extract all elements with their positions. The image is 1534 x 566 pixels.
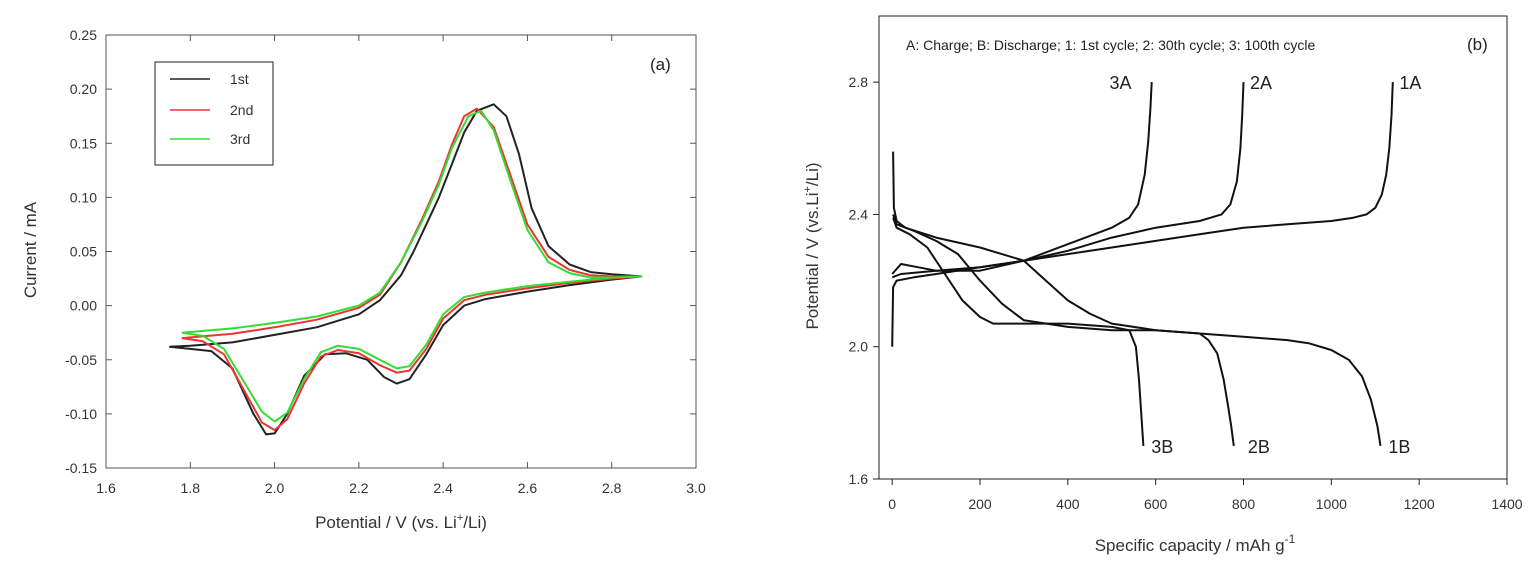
chart-a-y-tick-label: 0.15	[70, 135, 97, 151]
chart-b-y-tick-label: 2.4	[849, 206, 869, 222]
chart-a-x-tick-label: 3.0	[686, 480, 706, 496]
curve-label-3A: 3A	[1110, 73, 1132, 93]
series-line-3rd	[181, 109, 643, 423]
legend-label-2nd: 2nd	[230, 102, 253, 118]
series-line-3B	[892, 217, 1145, 446]
legend-label-3rd: 3rd	[230, 131, 250, 147]
chart-a-x-tick-label: 1.8	[181, 480, 201, 496]
chart-a-y-tick-label: 0.10	[70, 189, 97, 205]
chart-b-x-tick-label: 0	[888, 496, 896, 512]
chart-b-y-tick-label: 2.0	[849, 339, 869, 355]
chart-b-y-tick-label: 1.6	[849, 471, 869, 487]
chart-a-y-tick-label: 0.05	[70, 244, 97, 260]
series-line-3A	[891, 82, 1153, 275]
chart-a-x-tick-label: 1.6	[96, 480, 116, 496]
chart-a-y-tick-label: -0.15	[65, 460, 97, 476]
chart-a-x-tick-label: 2.4	[433, 480, 453, 496]
chart-b-y-axis-label: Potential / V (vs.Li+/Li)	[802, 162, 822, 329]
chart-a-y-tick-label: -0.05	[65, 352, 97, 368]
chart-a-legend-box	[154, 61, 274, 166]
curve-label-2A: 2A	[1250, 73, 1272, 93]
chart-b-x-tick-label: 200	[968, 496, 992, 512]
chart-a-y-tick-label: 0.20	[70, 81, 97, 97]
curve-label-1B: 1B	[1388, 437, 1410, 457]
chart-b-y-tick-label: 2.8	[849, 74, 869, 90]
chart-a-y-axis-label: Current / mA	[21, 201, 40, 298]
chart-a-x-tick-label: 2.0	[265, 480, 285, 496]
chart-a-legend: 1st 2nd 3rd	[154, 61, 274, 166]
chart-b-panel-label: (b)	[1467, 35, 1488, 54]
series-line-1A	[891, 82, 1394, 347]
chart-b-x-tick-label: 800	[1232, 496, 1256, 512]
chart-a: 1.6 1.8 2.0 2.2 2.4 2.6 2.8 3.0 -0.15 -0.10 -0.05 0…	[21, 27, 706, 532]
chart-a-x-tick-label: 2.2	[349, 480, 369, 496]
chart-a-x-tick-label: 2.6	[518, 480, 538, 496]
series-line-2B	[892, 214, 1235, 447]
chart-a-y-tick-label: 0.25	[70, 27, 97, 43]
chart-a-x-axis-label: Potential / V (vs. Li+/Li)	[315, 512, 487, 532]
chart-a-panel-label: (a)	[650, 55, 671, 74]
series-line-2A	[891, 82, 1245, 279]
chart-b-x-axis-label: Specific capacity / mAh g-1	[1095, 532, 1296, 555]
curve-label-1A: 1A	[1399, 73, 1421, 93]
chart-b-plot-frame	[878, 15, 1508, 480]
chart-b-x-tick-label: 1200	[1404, 496, 1435, 512]
legend-label-1st: 1st	[230, 71, 249, 87]
chart-b-x-tick-label: 600	[1144, 496, 1168, 512]
series-line-1B	[892, 151, 1382, 447]
chart-b-x-tick-label: 1400	[1491, 496, 1522, 512]
curve-label-3B: 3B	[1151, 437, 1173, 457]
curve-label-2B: 2B	[1248, 437, 1270, 457]
chart-b-x-tick-label: 1000	[1316, 496, 1347, 512]
chart-b: 0 200 400 600 800 1000 1200 1400 1.6 2.0 2.4 2.8 1A…	[802, 15, 1523, 555]
chart-a-y-tick-label: 0.00	[70, 298, 97, 314]
chart-a-y-tick-label: -0.10	[65, 406, 97, 422]
chart-a-x-tick-label: 2.8	[602, 480, 622, 496]
chart-b-x-tick-label: 400	[1056, 496, 1080, 512]
chart-b-annotation: A: Charge; B: Discharge; 1: 1st cycle; 2…	[906, 37, 1316, 53]
